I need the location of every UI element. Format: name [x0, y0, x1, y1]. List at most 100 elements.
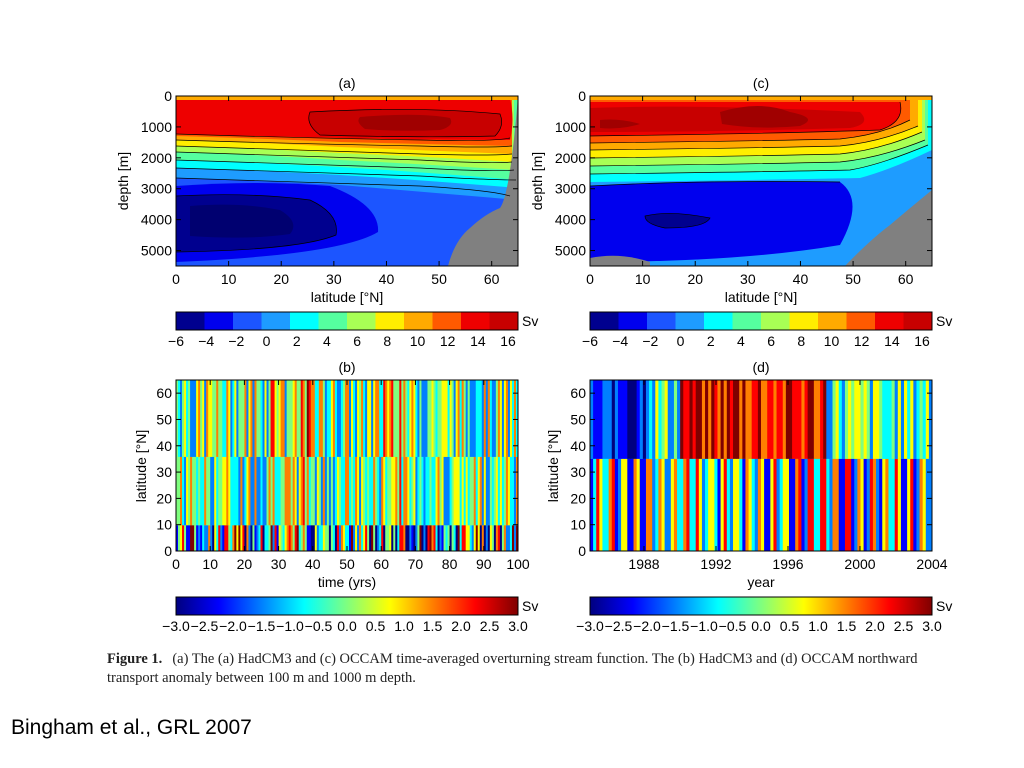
colorbar-tick-label: 0: [263, 333, 271, 349]
colorbar-tick-label: −6: [168, 333, 184, 349]
anomaly-stripe: [180, 525, 183, 551]
anomaly-stripe: [453, 380, 457, 457]
anomaly-stripe: [296, 525, 300, 551]
anomaly-stripe: [692, 458, 697, 551]
anomaly-stripe: [617, 458, 622, 551]
anomaly-stripe: [689, 458, 694, 551]
anomaly-stripe: [347, 525, 350, 551]
colorbar-segment: [347, 312, 376, 330]
anomaly-stripe: [513, 380, 517, 457]
anomaly-stripe: [876, 458, 880, 551]
anomaly-stripe: [332, 456, 336, 526]
anomaly-stripe: [252, 380, 256, 457]
anomaly-stripe: [495, 456, 499, 526]
anomaly-stripe: [381, 380, 384, 457]
colorbar-tick-label: 0.5: [780, 618, 800, 634]
anomaly-stripe: [415, 525, 419, 551]
anomaly-stripe: [306, 525, 310, 551]
anomaly-stripe: [214, 456, 217, 526]
colorbar-tick-label: −6: [582, 333, 598, 349]
anomaly-stripe: [491, 525, 495, 551]
anomaly-stripe: [451, 456, 455, 526]
anomaly-stripe: [298, 380, 302, 457]
anomaly-stripe: [286, 456, 290, 526]
y-tick-label: 20: [156, 490, 172, 506]
colorbar-tick-label: 0.0: [751, 618, 771, 634]
anomaly-stripe: [232, 456, 235, 526]
anomaly-stripe: [244, 525, 248, 551]
x-tick-label: 30: [271, 556, 287, 572]
anomaly-stripe: [328, 380, 332, 457]
colorbar-gradient: [176, 597, 518, 615]
anomaly-stripe: [274, 525, 278, 551]
anomaly-stripe: [373, 456, 376, 526]
anomaly-stripe: [467, 380, 471, 457]
anomaly-stripe: [866, 458, 871, 551]
colorbar-segment: [204, 312, 234, 330]
anomaly-stripe: [425, 456, 429, 526]
anomaly-stripe: [330, 456, 334, 526]
anomaly-stripe: [198, 525, 201, 551]
y-tick-label: 3000: [141, 181, 172, 197]
colorbar-tick-label: 6: [353, 333, 361, 349]
anomaly-stripe: [365, 456, 368, 526]
colorbar-tick-label: 0: [677, 333, 685, 349]
anomaly-stripe: [204, 380, 207, 457]
anomaly-stripe: [832, 380, 837, 459]
anomaly-stripe: [393, 525, 396, 551]
colorbar-tick-label: 6: [767, 333, 775, 349]
anomaly-stripe: [256, 380, 260, 457]
anomaly-stripe: [240, 525, 243, 551]
anomaly-stripe: [779, 458, 784, 551]
colorbar-segment: [432, 312, 462, 330]
anomaly-stripe: [455, 456, 459, 526]
anomaly-stripe: [399, 380, 402, 457]
anomaly-stripe: [639, 458, 644, 551]
anomaly-stripe: [788, 458, 793, 551]
anomaly-stripe: [857, 380, 862, 459]
anomaly-stripe: [365, 525, 368, 551]
anomaly-stripe: [182, 525, 185, 551]
anomaly-stripe: [411, 380, 414, 457]
anomaly-stripe: [421, 525, 425, 551]
anomaly-stripe: [680, 458, 684, 551]
anomaly-stripe: [848, 458, 852, 551]
anomaly-stripe: [670, 380, 675, 459]
anomaly-stripe: [355, 456, 358, 526]
anomaly-stripe: [779, 380, 784, 459]
anomaly-stripe: [810, 458, 815, 551]
anomaly-stripe: [449, 380, 453, 457]
anomaly-stripe: [389, 456, 392, 526]
anomaly-stripe: [371, 456, 374, 526]
anomaly-stripe: [928, 458, 932, 551]
anomaly-stripe: [782, 380, 787, 459]
anomaly-stripe: [483, 380, 487, 457]
colorbar-unit: Sv: [936, 313, 952, 329]
anomaly-stripe: [701, 380, 706, 459]
anomaly-stripe: [383, 456, 386, 526]
y-tick-label: 0: [578, 543, 586, 559]
panel-b-ylabel: latitude [°N]: [133, 430, 149, 503]
y-tick-label: 0: [578, 88, 586, 104]
anomaly-stripe: [714, 380, 719, 459]
anomaly-stripe: [188, 380, 191, 457]
anomaly-stripe: [736, 458, 740, 551]
panel-b-stripes: [176, 380, 518, 551]
anomaly-stripe: [284, 380, 288, 457]
anomaly-stripe: [250, 380, 254, 457]
anomaly-stripe: [407, 456, 410, 526]
x-tick-label: 50: [431, 271, 447, 287]
anomaly-stripe: [433, 456, 437, 526]
anomaly-stripe: [401, 380, 404, 457]
anomaly-stripe: [377, 525, 380, 551]
anomaly-stripe: [491, 456, 495, 526]
anomaly-stripe: [457, 456, 461, 526]
anomaly-stripe: [332, 525, 336, 551]
anomaly-stripe: [395, 456, 398, 526]
anomaly-stripe: [910, 380, 914, 459]
anomaly-stripe: [919, 458, 924, 551]
anomaly-stripe: [627, 380, 632, 459]
anomaly-stripe: [479, 456, 483, 526]
anomaly-stripe: [379, 380, 382, 457]
anomaly-stripe: [326, 525, 330, 551]
